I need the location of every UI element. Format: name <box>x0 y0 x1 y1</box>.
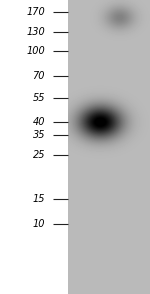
Text: 35: 35 <box>33 130 45 140</box>
Text: 15: 15 <box>33 194 45 204</box>
Text: 25: 25 <box>33 150 45 160</box>
Text: 10: 10 <box>33 219 45 229</box>
Text: 55: 55 <box>33 93 45 103</box>
Text: 40: 40 <box>33 117 45 127</box>
Text: 70: 70 <box>33 71 45 81</box>
Text: 100: 100 <box>26 46 45 56</box>
Text: 130: 130 <box>26 27 45 37</box>
Text: 170: 170 <box>26 7 45 17</box>
